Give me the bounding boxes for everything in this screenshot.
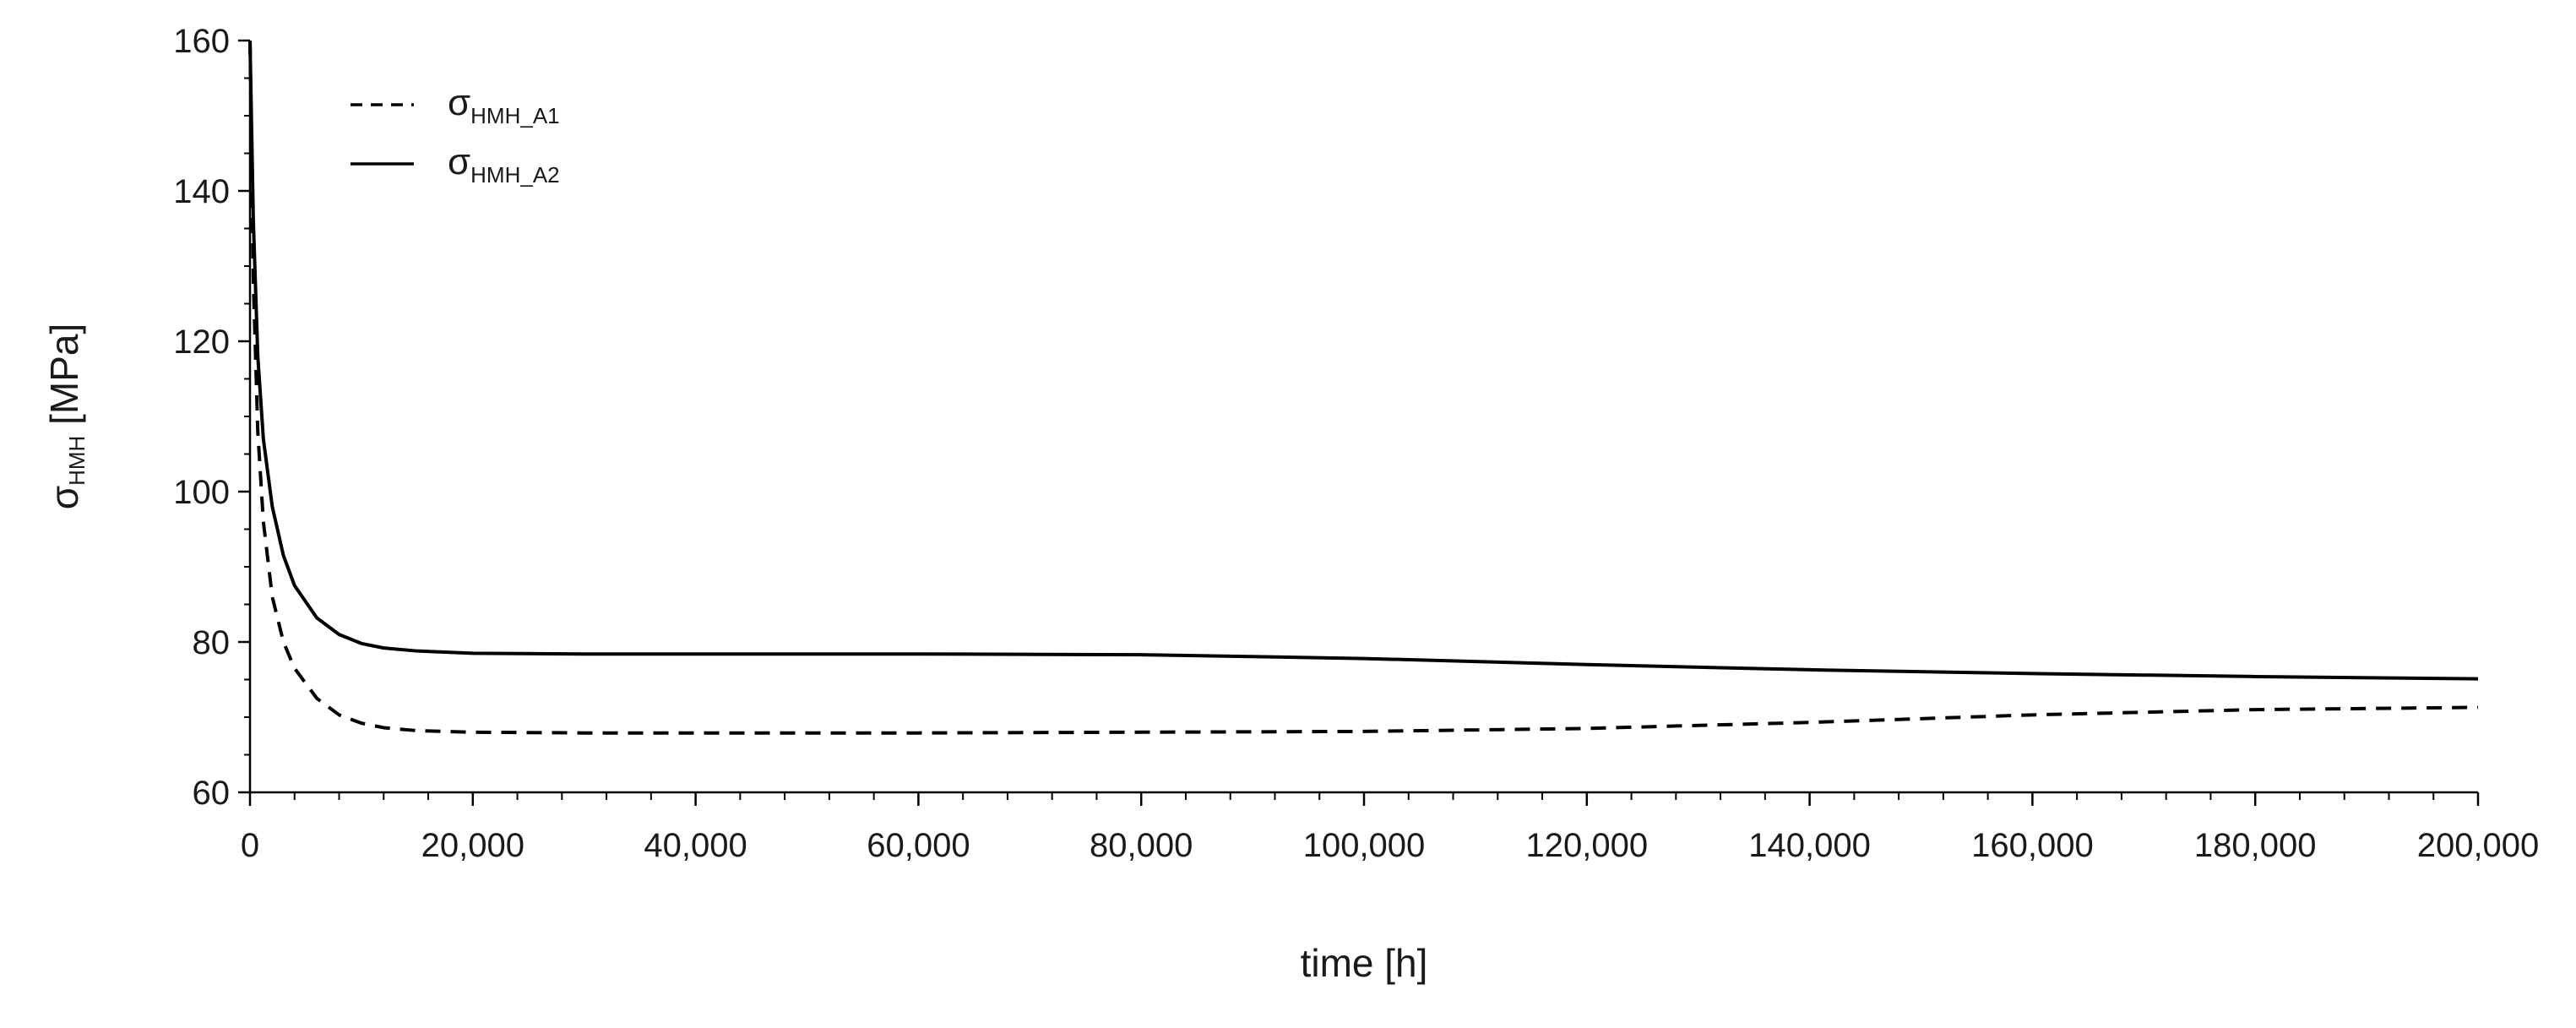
y-axis-title-unit: [MPa]: [42, 324, 86, 436]
legend: σHMH_A1 σHMH_A2: [351, 82, 560, 188]
y-axis-title-main: σ: [42, 486, 86, 509]
x-tick-label: 160,000: [1971, 827, 2094, 864]
x-tick-label: 180,000: [2194, 827, 2317, 864]
y-tick-label: 120: [173, 324, 230, 361]
x-tick-label: 80,000: [1090, 827, 1193, 864]
y-axis-title: σHMH [MPa]: [42, 324, 90, 510]
series-line-a2: [248, 40, 2479, 681]
y-tick-label: 160: [173, 23, 230, 60]
x-tick-label: 200,000: [2417, 827, 2540, 864]
x-axis-title: time [h]: [1301, 941, 1428, 985]
series-line-a1: [248, 40, 2479, 735]
x-tick-label: 100,000: [1303, 827, 1426, 864]
legend-label-a2: σHMH_A2: [448, 141, 560, 188]
y-axis: 60 80 100 120 140 160: [173, 23, 252, 812]
x-tick-label: 0: [241, 827, 259, 864]
y-tick-label: 140: [173, 173, 230, 210]
legend-label-a1: σHMH_A1: [448, 82, 560, 128]
series-layer: [248, 40, 2479, 735]
x-tick-label: 120,000: [1526, 827, 1649, 864]
x-axis: 0 20,000 40,000 60,000 80,000 100,000 120,000 1…: [241, 791, 2540, 864]
y-tick-label: 80: [193, 624, 231, 661]
y-tick-label: 60: [193, 775, 231, 812]
y-axis-title-sub: HMH: [64, 436, 90, 486]
x-tick-label: 20,000: [421, 827, 524, 864]
y-tick-label: 100: [173, 474, 230, 511]
x-tick-label: 60,000: [867, 827, 970, 864]
x-tick-label: 140,000: [1748, 827, 1871, 864]
x-tick-label: 40,000: [644, 827, 747, 864]
